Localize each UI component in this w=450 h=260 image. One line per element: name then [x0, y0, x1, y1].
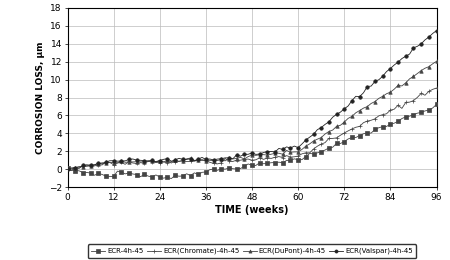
ECR(DuPont)-4h-45: [95, 162, 101, 165]
X-axis label: TIME (weeks): TIME (weeks): [215, 205, 289, 214]
ECR-4h-45: [161, 177, 166, 180]
Line: ECR(DuPont)-4h-45: ECR(DuPont)-4h-45: [66, 60, 438, 171]
Line: ECR-4h-45: ECR-4h-45: [66, 103, 438, 180]
ECR-4h-45: [353, 136, 359, 139]
ECR-4h-45: [253, 164, 259, 167]
ECR-4h-45: [92, 174, 97, 177]
ECR(Chromate)-4h-45: [95, 163, 101, 166]
ECR-4h-45: [434, 103, 439, 106]
ECR(DuPont)-4h-45: [280, 153, 285, 156]
ECR(DuPont)-4h-45: [69, 167, 74, 171]
ECR(Chromate)-4h-45: [69, 169, 74, 172]
ECR(DuPont)-4h-45: [353, 111, 359, 114]
ECR(DuPont)-4h-45: [165, 159, 170, 162]
Line: ECR(Valspar)-4h-45: ECR(Valspar)-4h-45: [66, 29, 438, 171]
ECR(Chromate)-4h-45: [165, 161, 170, 165]
ECR(Valspar)-4h-45: [92, 163, 97, 166]
ECR(Valspar)-4h-45: [161, 158, 166, 161]
ECR-4h-45: [76, 169, 82, 172]
ECR(Valspar)-4h-45: [65, 168, 70, 171]
ECR(DuPont)-4h-45: [65, 167, 70, 170]
ECR(Valspar)-4h-45: [249, 151, 255, 154]
ECR(DuPont)-4h-45: [80, 165, 86, 168]
Y-axis label: CORROSION LOSS, μm: CORROSION LOSS, μm: [36, 41, 45, 154]
ECR-4h-45: [169, 177, 174, 180]
ECR(DuPont)-4h-45: [434, 60, 439, 63]
ECR(Chromate)-4h-45: [253, 158, 259, 161]
ECR-4h-45: [65, 166, 70, 169]
ECR(Chromate)-4h-45: [80, 165, 86, 168]
ECR(Chromate)-4h-45: [353, 126, 359, 129]
ECR(Chromate)-4h-45: [434, 87, 439, 90]
ECR(Chromate)-4h-45: [280, 156, 285, 159]
ECR(Valspar)-4h-45: [434, 29, 439, 32]
ECR(Valspar)-4h-45: [76, 167, 82, 170]
ECR(Chromate)-4h-45: [65, 167, 70, 171]
ECR(Valspar)-4h-45: [276, 147, 282, 150]
ECR(Valspar)-4h-45: [349, 99, 355, 102]
Legend: ECR-4h-45, ECR(Chromate)-4h-45, ECR(DuPont)-4h-45, ECR(Valspar)-4h-45: ECR-4h-45, ECR(Chromate)-4h-45, ECR(DuPo…: [88, 244, 416, 258]
Line: ECR(Chromate)-4h-45: ECR(Chromate)-4h-45: [66, 86, 438, 172]
ECR-4h-45: [280, 161, 285, 164]
ECR(DuPont)-4h-45: [253, 154, 259, 157]
